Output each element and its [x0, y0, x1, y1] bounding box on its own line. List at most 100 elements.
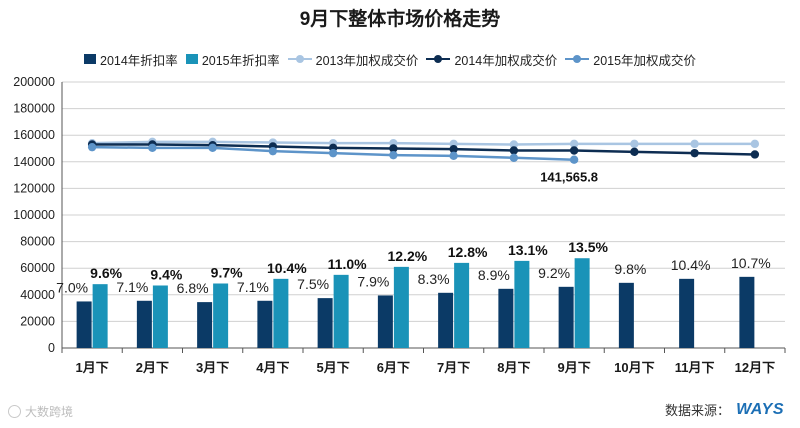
bar-2014-discount	[136, 300, 152, 348]
bar-2014-discount	[498, 288, 514, 348]
line-point-2015	[87, 142, 97, 152]
watermark-text: 大数跨境	[25, 405, 74, 419]
line-point-2015	[389, 150, 398, 160]
chart-title: 9月下整体市场价格走势	[299, 9, 501, 30]
bar-2014-discount	[558, 286, 574, 348]
line-series-2014	[92, 143, 755, 156]
legend-item-2015-price: 2015年加权成交价	[565, 50, 696, 69]
bar-2015-discount	[574, 258, 590, 348]
bar-label-2014: 7.5%	[297, 276, 329, 292]
line-point-2014	[690, 148, 699, 158]
data-source: 数据来源： WAYS	[665, 400, 784, 419]
bar-label-2014: 9.8%	[614, 261, 646, 277]
legend-label: 2015年折扣率	[201, 53, 280, 68]
bar-label-2014: 8.9%	[478, 267, 510, 283]
y-tick-label: 180000	[13, 102, 55, 116]
bar-label-2015: 13.1%	[508, 242, 548, 258]
bar-2014-discount	[257, 300, 273, 348]
y-tick-label: 140000	[13, 155, 55, 169]
legend-item-2015-discount: 2015年折扣率	[185, 50, 280, 69]
legend-label: 2014年折扣率	[100, 53, 178, 68]
x-tick-label: 9月下	[558, 360, 591, 375]
legend-item-2013-price: 2013年加权成交价	[287, 50, 419, 69]
bar-label-2014: 10.7%	[731, 255, 771, 271]
bar-label-2015: 10.4%	[267, 260, 307, 276]
legend-item-2014-price: 2014年加权成交价	[426, 50, 557, 69]
line-point-2014	[389, 144, 398, 153]
bar-2015-discount	[514, 260, 530, 348]
line-point-2015	[268, 146, 278, 156]
annotation-label: 141,565.8	[540, 170, 598, 185]
line-point-2014	[569, 146, 579, 155]
bar-2015-discount	[273, 278, 289, 348]
line-point-2013	[690, 139, 699, 149]
x-tick-label: 3月下	[196, 360, 229, 375]
x-tick-label: 11月下	[675, 360, 715, 375]
bar-2014-discount	[197, 302, 213, 348]
legend-label: 2013年加权成交价	[315, 53, 419, 68]
x-tick-label: 5月下	[317, 360, 350, 375]
bar-2014-discount	[76, 301, 92, 348]
legend-swatch	[565, 54, 590, 64]
bar-label-2014: 7.9%	[357, 273, 389, 289]
watermark-icon	[8, 405, 21, 418]
x-tick-label: 6月下	[377, 360, 410, 375]
legend-item-2014-discount: 2014年折扣率	[84, 50, 178, 69]
source-label: 数据来源：	[665, 403, 731, 418]
legend: 2014年折扣率 2015年折扣率 2013年加权成交价 2014年加权成交价 …	[84, 48, 696, 70]
line-point-2015	[328, 148, 338, 158]
line-point-2013	[569, 139, 579, 149]
x-tick-label: 2月下	[136, 360, 169, 375]
line-point-2015	[148, 143, 157, 153]
legend-swatch	[287, 54, 312, 64]
bar-2015-discount	[152, 285, 168, 348]
line-point-2015	[569, 155, 579, 164]
bar-label-2014: 10.4%	[671, 257, 711, 273]
x-tick-label: 12月下	[735, 360, 775, 375]
bar-2014-discount	[679, 278, 695, 348]
bar-2015-discount	[393, 266, 409, 348]
bar-label-2014: 9.2%	[538, 265, 570, 281]
line-point-2014	[750, 150, 760, 159]
bar-label-2014: 7.1%	[237, 279, 269, 295]
bar-2014-discount	[377, 295, 393, 348]
x-tick-label: 8月下	[497, 360, 530, 375]
bar-2015-discount	[454, 262, 470, 348]
bar-2014-discount	[739, 276, 755, 348]
watermark: 大数跨境	[8, 403, 73, 420]
bar-label-2015: 12.8%	[448, 244, 488, 260]
bar-2014-discount	[317, 298, 333, 348]
bar-2014-discount	[438, 292, 454, 348]
legend-label: 2015年加权成交价	[593, 53, 697, 68]
y-tick-label: 80000	[20, 235, 55, 249]
x-tick-label: 4月下	[256, 360, 289, 375]
bar-2014-discount	[618, 282, 634, 348]
line-point-2015	[449, 151, 458, 161]
legend-swatch	[84, 54, 96, 64]
bar-2015-discount	[92, 284, 108, 348]
source-logo: WAYS	[736, 400, 784, 418]
line-point-2015	[208, 143, 217, 153]
bar-2015-discount	[213, 283, 229, 348]
bar-label-2014: 8.3%	[418, 271, 450, 287]
y-tick-label: 160000	[13, 128, 55, 142]
legend-swatch	[185, 54, 198, 64]
x-tick-label: 7月下	[437, 360, 470, 375]
line-series-2013	[92, 140, 755, 146]
legend-swatch	[426, 54, 451, 64]
line-point-2014	[630, 147, 639, 157]
bar-label-2015: 9.7%	[211, 264, 243, 280]
y-tick-label: 120000	[13, 181, 55, 195]
line-point-2013	[630, 139, 639, 149]
y-tick-label: 0	[48, 341, 55, 355]
bar-2015-discount	[333, 274, 349, 348]
bar-label-2015: 11.0%	[328, 256, 367, 272]
y-tick-label: 200000	[13, 75, 55, 89]
bar-label-2014: 7.1%	[116, 279, 148, 295]
x-tick-label: 10月下	[614, 360, 654, 375]
line-point-2013	[750, 139, 760, 149]
y-tick-label: 40000	[20, 288, 55, 302]
x-tick-label: 1月下	[76, 360, 109, 375]
y-tick-label: 100000	[13, 208, 55, 222]
